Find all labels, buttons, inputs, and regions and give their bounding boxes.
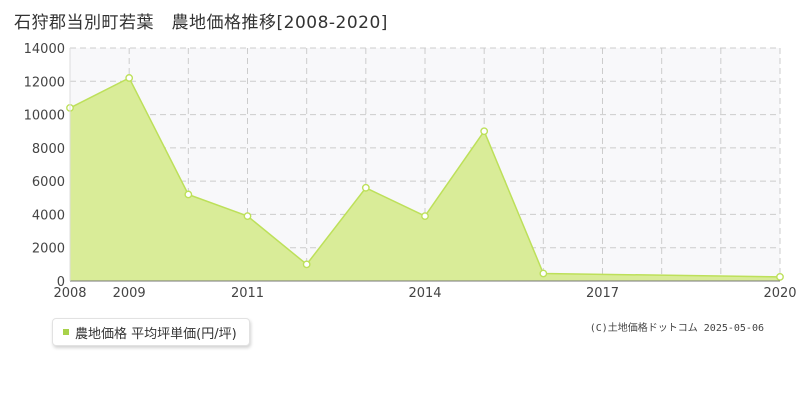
tick-labels: 0 2000 4000 6000 8000 10000 12000 14000 2008 2009… bbox=[24, 42, 797, 301]
y-tick-label: 2000 bbox=[32, 242, 65, 257]
x-tick-label: 2014 bbox=[408, 286, 441, 301]
axes bbox=[69, 48, 780, 282]
data-point bbox=[480, 127, 489, 136]
y-tick-label: 14000 bbox=[24, 42, 65, 57]
y-tick-label: 0 bbox=[57, 275, 65, 290]
data-point bbox=[125, 74, 134, 82]
legend-label: 農地価格 平均坪単価(円/坪) bbox=[75, 326, 237, 342]
legend-swatch bbox=[63, 329, 69, 335]
data-point bbox=[361, 183, 370, 192]
x-tick-label: 2017 bbox=[586, 286, 619, 301]
copyright-text: (C)土地価格ドットコム 2025-05-06 bbox=[589, 323, 764, 334]
y-tick-label: 8000 bbox=[32, 142, 65, 157]
y-tick-label: 6000 bbox=[32, 175, 65, 190]
data-point bbox=[302, 260, 311, 269]
data-point bbox=[421, 212, 429, 220]
data-point bbox=[243, 212, 252, 220]
data-point bbox=[776, 272, 784, 281]
data-point bbox=[539, 269, 548, 278]
x-tick-label: 2009 bbox=[113, 286, 146, 301]
x-tick-label: 2020 bbox=[763, 286, 796, 301]
x-tick-label: 2011 bbox=[231, 286, 264, 301]
series-area-fill bbox=[70, 77, 780, 282]
y-tick-label: 12000 bbox=[24, 75, 65, 90]
series-line bbox=[69, 76, 781, 278]
y-tick-label: 10000 bbox=[24, 109, 65, 124]
legend: 農地価格 平均坪単価(円/坪) bbox=[52, 318, 250, 346]
chart-title: 石狩郡当別町若葉 農地価格推移[2008-2020] bbox=[14, 13, 388, 33]
data-point bbox=[184, 190, 193, 199]
y-tick-label: 4000 bbox=[32, 208, 65, 223]
x-tick-label: 2008 bbox=[53, 286, 86, 301]
series-area bbox=[69, 76, 781, 282]
